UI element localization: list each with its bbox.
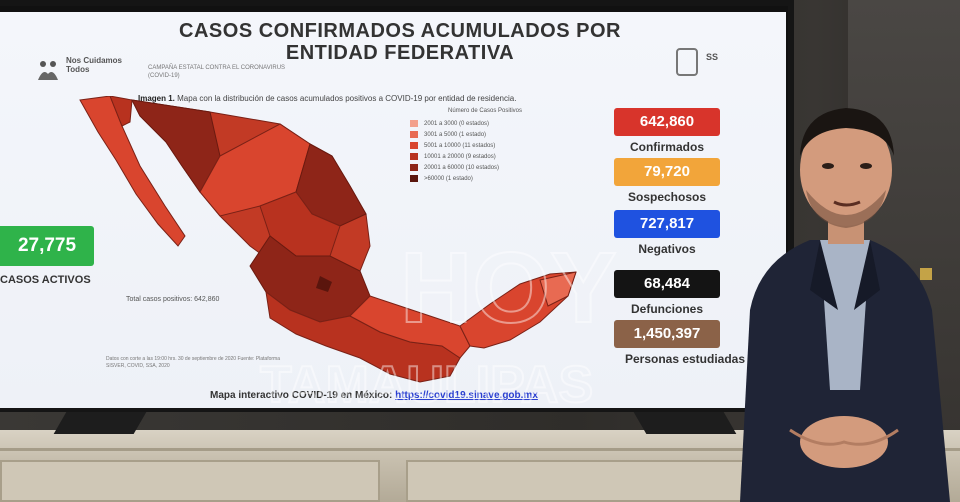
state-seal-icon [676, 48, 698, 76]
stat-value-defunciones: 68,484 [614, 270, 720, 298]
stat-value-negativos: 727,817 [614, 210, 720, 238]
legend-swatch [410, 131, 418, 138]
legend-label: 20001 a 60000 (10 estados) [424, 164, 500, 171]
legend-swatch [410, 153, 418, 160]
title-line-1: CASOS CONFIRMADOS ACUMULADOS POR [179, 20, 621, 42]
legend-row: 2001 a 3000 (0 estados) [410, 118, 560, 129]
stat-value-confirmados: 642,860 [614, 108, 720, 136]
legend-label: 5001 a 10000 (11 estados) [424, 142, 496, 149]
campaign-text: CAMPAÑA ESTATAL CONTRA EL CORONAVIRUS (C… [148, 65, 286, 79]
casos-activos-label: CASOS ACTIVOS [0, 274, 91, 286]
legend-label: 10001 a 20000 (9 estados) [424, 153, 496, 160]
source-fine-print: Datos con corte a las 19:00 hrs. 30 de s… [106, 356, 280, 369]
map-legend: Número de Casos Positivos 2001 a 3000 (0… [410, 108, 560, 184]
stat-value-sospechosos: 79,720 [614, 158, 720, 186]
television: CASOS CONFIRMADOS ACUMULADOS POR ENTIDAD… [0, 0, 794, 412]
legend-row: 3001 a 5000 (1 estado) [410, 129, 560, 140]
caption-bold: Imagen 1. [138, 94, 175, 103]
legend-label: 3001 a 5000 (1 estado) [424, 131, 487, 138]
stat-label-confirmados: Confirmados [629, 140, 704, 154]
title-line-2: ENTIDAD FEDERATIVA [285, 42, 515, 64]
map-link-label: Mapa interactivo COVID-19 en México: [210, 390, 393, 401]
presenter-person [740, 108, 950, 502]
map-link-url[interactable]: https://covid19.sinave.gob.mx [395, 390, 538, 401]
legend-label: >60000 (1 estado) [424, 175, 473, 182]
legend-swatch [410, 120, 418, 127]
legend-row: 10001 a 20000 (9 estados) [410, 151, 560, 162]
people-icon [38, 61, 58, 80]
legend-row: 5001 a 10000 (11 estados) [410, 140, 560, 151]
stat-label-defunciones: Defunciones [630, 302, 703, 316]
legend-label: 2001 a 3000 (0 estados) [424, 120, 490, 127]
map-link-line: Mapa interactivo COVID-19 en México: htt… [210, 390, 538, 401]
legend-row: >60000 (1 estado) [410, 173, 560, 184]
slide-title: CASOS CONFIRMADOS ACUMULADOS POR ENTIDAD… [150, 20, 650, 64]
casos-activos-value: 27,775 [0, 226, 94, 266]
tv-screen: CASOS CONFIRMADOS ACUMULADOS POR ENTIDAD… [0, 12, 786, 408]
cabinet-door-right [406, 460, 786, 502]
tv-stand-left [53, 412, 147, 434]
total-positivos-text: Total casos positivos: 642,860 [126, 296, 220, 303]
legend-swatch [410, 164, 418, 171]
map-caption: Imagen 1. Mapa con la distribución de ca… [138, 94, 618, 103]
legend-swatch [410, 175, 418, 182]
logo-text: Nos Cuidamos Todos [66, 56, 123, 74]
stat-label-personas-estudiadas: Personas estudiadas [624, 352, 746, 366]
cabinet-edge [0, 448, 960, 451]
cabinet-door-left [0, 460, 380, 502]
stat-value-personas-estudiadas: 1,450,397 [614, 320, 720, 348]
legend-swatch [410, 142, 418, 149]
legend-row: 20001 a 60000 (10 estados) [410, 162, 560, 173]
ss-logo-text: SS [706, 52, 719, 62]
caption-text: Mapa con la distribución de casos acumul… [177, 94, 517, 103]
nos-cuidamos-logo: Nos Cuidamos Todos [36, 54, 131, 90]
legend-title: Número de Casos Positivos [447, 108, 523, 114]
mexico-choropleth-map [79, 96, 577, 383]
stat-label-negativos: Negativos [638, 242, 696, 256]
stat-label-sospechosos: Sospechosos [627, 190, 707, 204]
